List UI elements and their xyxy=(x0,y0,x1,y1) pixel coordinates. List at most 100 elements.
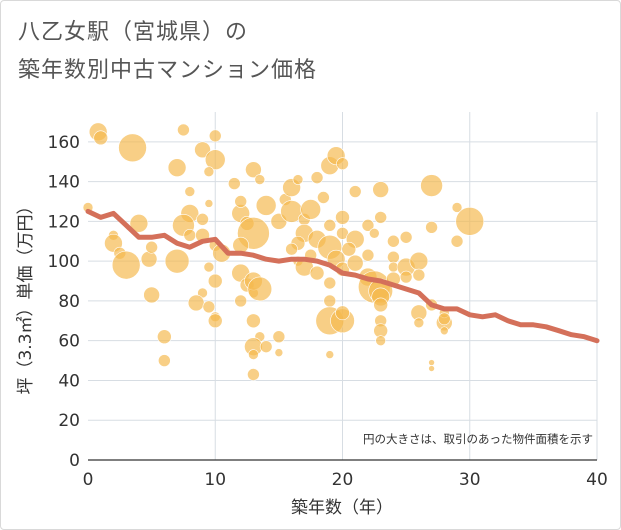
data-bubble xyxy=(323,276,337,290)
data-bubble xyxy=(187,294,205,312)
data-bubble xyxy=(274,348,284,357)
data-bubble xyxy=(310,171,324,184)
data-bubble xyxy=(292,174,304,185)
data-bubble xyxy=(118,133,147,163)
y-tick-label: 140 xyxy=(48,173,80,193)
data-bubble xyxy=(164,248,190,274)
data-bubble xyxy=(373,297,388,313)
x-tick-label: 0 xyxy=(83,470,94,490)
x-tick-label: 10 xyxy=(204,470,226,490)
y-tick-label: 100 xyxy=(48,252,80,272)
data-bubble xyxy=(247,368,260,381)
data-bubble xyxy=(285,242,298,256)
grid-lines xyxy=(88,112,598,460)
data-bubble xyxy=(348,185,362,198)
data-bubble xyxy=(399,230,413,244)
data-bubble xyxy=(183,228,197,242)
data-bubble xyxy=(140,250,158,268)
data-bubble xyxy=(428,359,435,366)
data-bubble xyxy=(272,330,286,344)
data-bubble xyxy=(234,195,247,208)
data-bubble xyxy=(412,268,426,282)
x-tick-label: 40 xyxy=(586,470,608,490)
data-bubble xyxy=(203,166,215,177)
y-tick-label: 80 xyxy=(58,292,80,312)
data-bubble xyxy=(208,129,222,143)
data-bubble xyxy=(184,186,196,197)
data-bubble xyxy=(375,335,386,346)
data-bubble xyxy=(158,354,171,367)
data-bubble xyxy=(157,329,172,345)
data-bubble xyxy=(399,270,413,284)
data-bubble xyxy=(346,254,364,272)
data-bubble xyxy=(202,300,216,314)
bubble-size-note: 円の大きさは、取引のあった物件面積を示す xyxy=(363,432,593,446)
data-bubble xyxy=(413,317,425,329)
data-bubble xyxy=(207,313,223,329)
data-bubble xyxy=(204,149,226,171)
data-bubble xyxy=(372,181,389,198)
data-bubble xyxy=(228,177,241,190)
data-bubble xyxy=(369,228,380,239)
data-bubble xyxy=(439,326,449,336)
data-bubble xyxy=(335,305,350,321)
data-bubble xyxy=(207,273,223,289)
data-bubble xyxy=(167,158,187,177)
trend-line-group xyxy=(85,208,600,344)
data-bubble xyxy=(425,221,438,234)
data-bubble xyxy=(341,241,357,257)
x-tick-label: 20 xyxy=(332,470,354,490)
x-axis-label: 築年数（年） xyxy=(291,498,393,518)
data-bubble xyxy=(387,234,400,248)
data-bubble xyxy=(245,161,262,178)
data-bubble xyxy=(255,195,277,216)
data-bubble xyxy=(254,174,266,185)
bubble-series xyxy=(82,122,485,381)
y-tick-label: 0 xyxy=(69,451,80,471)
data-bubble xyxy=(361,248,375,262)
data-bubble xyxy=(129,214,149,233)
x-tick-label: 30 xyxy=(459,470,481,490)
data-bubble xyxy=(93,130,109,146)
data-bubble xyxy=(111,250,141,280)
data-bubble xyxy=(323,294,337,308)
data-bubble xyxy=(204,199,214,208)
data-bubble xyxy=(409,251,429,271)
trend-line xyxy=(85,208,600,344)
data-bubble xyxy=(387,250,400,264)
y-tick-label: 120 xyxy=(48,212,80,232)
data-bubble xyxy=(455,207,485,236)
y-tick-label: 20 xyxy=(58,411,80,431)
y-tick-label: 160 xyxy=(48,133,80,153)
data-bubble xyxy=(203,261,215,273)
data-bubble xyxy=(259,340,273,353)
data-bubble xyxy=(246,313,261,329)
data-bubble xyxy=(196,213,209,226)
data-bubble xyxy=(145,240,158,254)
data-bubble xyxy=(247,276,273,302)
data-bubble xyxy=(325,350,335,359)
data-bubble xyxy=(300,199,321,220)
y-tick-label: 40 xyxy=(58,371,80,391)
data-bubble xyxy=(451,202,463,213)
data-bubble xyxy=(437,312,451,326)
chart-title-line2: 築年数別中古マンション価格 xyxy=(18,58,318,83)
data-bubble xyxy=(374,211,387,224)
data-bubble xyxy=(335,210,350,225)
chart-title-line1: 八乙女駅（宮城県）の xyxy=(18,20,249,45)
data-bubble xyxy=(248,349,259,360)
data-bubble xyxy=(336,157,349,171)
data-bubble xyxy=(309,265,325,281)
data-bubble xyxy=(317,191,330,204)
data-bubble xyxy=(323,219,337,232)
data-bubble xyxy=(450,234,464,248)
data-bubble xyxy=(361,219,375,232)
data-bubble xyxy=(234,294,247,308)
axes: 0 20 40 60 80 100 120 140 160 0 10 20 30 40 xyxy=(48,133,608,490)
data-bubble xyxy=(177,123,190,137)
data-bubble xyxy=(194,141,211,159)
data-bubble xyxy=(428,365,435,372)
y-tick-label: 60 xyxy=(58,332,80,352)
data-bubble xyxy=(143,286,160,304)
